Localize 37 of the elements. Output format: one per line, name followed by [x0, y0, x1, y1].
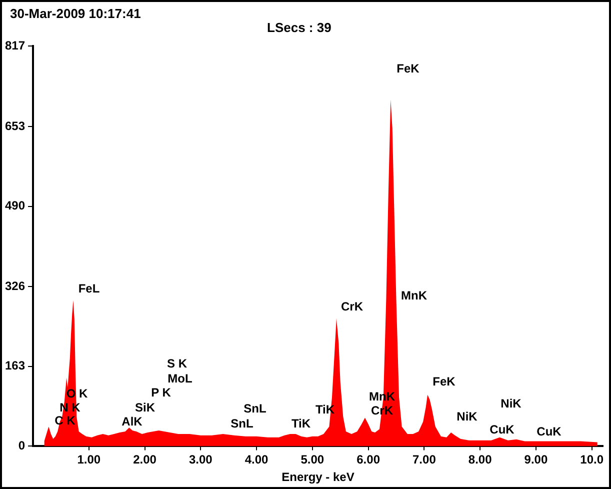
x-tick-label: 6.00: [356, 452, 380, 467]
chart-title: 30-Mar-2009 10:17:41: [10, 6, 141, 21]
y-tick-label: 653: [4, 118, 26, 133]
annotation: FeK: [432, 374, 456, 388]
annotation: S K: [166, 356, 188, 370]
x-tick-label: 1.00: [77, 452, 101, 467]
annotation: CuK: [490, 422, 515, 436]
annotation: SnL: [230, 416, 254, 430]
annotation: SnL: [244, 401, 266, 416]
y-tick-label: 817: [4, 38, 26, 53]
annotation: MoL: [168, 371, 192, 386]
y-tick-label: 490: [4, 198, 26, 213]
x-tick-label: 2.00: [133, 452, 157, 467]
chart-subtitle: LSecs : 39: [267, 20, 332, 35]
x-tick-label: 5.00: [300, 452, 324, 467]
y-tick-label: 163: [4, 358, 26, 373]
x-tick-label: 9.00: [524, 452, 548, 467]
annotation: O K: [66, 386, 88, 400]
annotation: CrK: [340, 299, 364, 314]
annotation: NiK: [500, 396, 522, 410]
annotation: TiK: [291, 416, 311, 430]
annotation: P K: [151, 385, 172, 400]
annotation: FeK: [396, 61, 420, 76]
x-tick-label: 7.00: [412, 452, 436, 467]
x-tick-label: 10.0: [580, 452, 604, 467]
annotation: CuK: [536, 424, 562, 438]
annotation: FeL: [78, 281, 100, 296]
x-tick-label: 4.00: [244, 452, 269, 467]
annotation: MnK: [401, 288, 428, 302]
x-tick-label: 3.00: [188, 452, 213, 467]
x-tick-label: 8.00: [468, 452, 492, 467]
annotation: NiK: [456, 409, 478, 424]
y-tick-label: 0: [18, 438, 26, 453]
annotation: SiK: [134, 400, 156, 414]
y-tick-label: 326: [4, 278, 26, 293]
annotation: AlK: [122, 414, 143, 428]
x-axis-title: Energy - keV: [282, 470, 354, 484]
